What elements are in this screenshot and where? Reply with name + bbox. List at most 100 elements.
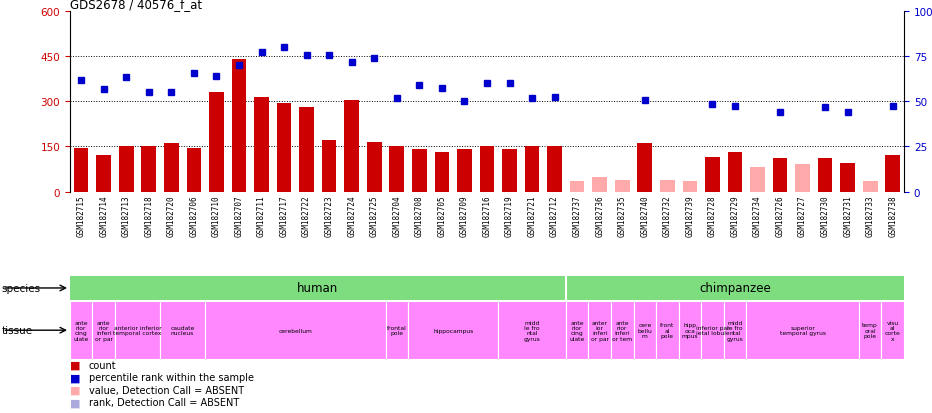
Bar bbox=[386, 301, 408, 359]
Text: midd
le fro
ntal
gyrus: midd le fro ntal gyrus bbox=[524, 320, 541, 341]
Text: GSM182711: GSM182711 bbox=[257, 195, 266, 236]
Bar bbox=[408, 301, 499, 359]
Bar bbox=[682, 182, 697, 192]
Bar bbox=[882, 301, 904, 359]
Bar bbox=[96, 156, 111, 192]
Text: tissue: tissue bbox=[2, 325, 33, 335]
Bar bbox=[656, 301, 678, 359]
Bar bbox=[299, 108, 314, 192]
Text: GSM182713: GSM182713 bbox=[122, 195, 130, 236]
Text: cere
bellu
m: cere bellu m bbox=[637, 323, 652, 338]
Bar bbox=[142, 147, 157, 192]
Text: GSM182712: GSM182712 bbox=[550, 195, 559, 236]
Text: species: species bbox=[2, 283, 41, 293]
Bar bbox=[863, 182, 878, 192]
Text: GSM182705: GSM182705 bbox=[437, 195, 446, 236]
Bar bbox=[74, 149, 89, 192]
Text: GSM182734: GSM182734 bbox=[753, 195, 762, 236]
Text: hipp
oca
mpus: hipp oca mpus bbox=[681, 323, 698, 338]
Text: GSM182725: GSM182725 bbox=[370, 195, 378, 236]
Text: count: count bbox=[89, 360, 116, 370]
Text: GSM182727: GSM182727 bbox=[798, 195, 807, 236]
Bar bbox=[593, 177, 607, 192]
Text: GSM182721: GSM182721 bbox=[528, 195, 537, 236]
Text: GSM182709: GSM182709 bbox=[459, 195, 469, 236]
Bar bbox=[611, 301, 634, 359]
Bar bbox=[499, 301, 566, 359]
Text: ■: ■ bbox=[70, 385, 80, 395]
Text: GSM182706: GSM182706 bbox=[189, 195, 199, 236]
Text: GSM182708: GSM182708 bbox=[415, 195, 424, 236]
Bar bbox=[566, 276, 904, 301]
Bar bbox=[390, 147, 404, 192]
Bar bbox=[637, 144, 652, 192]
Bar bbox=[566, 301, 588, 359]
Bar bbox=[634, 301, 656, 359]
Text: visu
al
corte
x: visu al corte x bbox=[884, 320, 900, 341]
Text: ante
rior
inferi
or tem: ante rior inferi or tem bbox=[612, 320, 632, 341]
Text: GSM182720: GSM182720 bbox=[167, 195, 176, 236]
Text: inferior par
ietal lobule: inferior par ietal lobule bbox=[695, 325, 729, 336]
Text: GSM182733: GSM182733 bbox=[866, 195, 875, 236]
Text: GSM182736: GSM182736 bbox=[596, 195, 604, 236]
Text: GSM182724: GSM182724 bbox=[348, 195, 356, 236]
Text: GSM182714: GSM182714 bbox=[99, 195, 108, 236]
Bar bbox=[434, 153, 449, 192]
Text: value, Detection Call = ABSENT: value, Detection Call = ABSENT bbox=[89, 385, 243, 395]
Bar bbox=[92, 301, 115, 359]
Bar bbox=[164, 144, 179, 192]
Text: GSM182731: GSM182731 bbox=[843, 195, 852, 236]
Text: GSM182732: GSM182732 bbox=[663, 195, 672, 236]
Text: ■: ■ bbox=[70, 397, 80, 407]
Bar bbox=[885, 156, 900, 192]
Bar bbox=[615, 180, 629, 192]
Bar bbox=[525, 147, 540, 192]
Text: GSM182729: GSM182729 bbox=[731, 195, 739, 236]
Text: GSM182707: GSM182707 bbox=[235, 195, 243, 236]
Text: human: human bbox=[297, 282, 338, 295]
Text: GSM182715: GSM182715 bbox=[76, 195, 86, 236]
Bar bbox=[322, 141, 336, 192]
Text: GSM182739: GSM182739 bbox=[685, 195, 694, 236]
Text: GSM182718: GSM182718 bbox=[144, 195, 153, 236]
Bar bbox=[747, 301, 859, 359]
Bar bbox=[859, 301, 882, 359]
Bar bbox=[232, 60, 246, 192]
Text: front
al
pole: front al pole bbox=[660, 323, 675, 338]
Text: temp
oral
pole: temp oral pole bbox=[862, 323, 878, 338]
Bar bbox=[750, 168, 765, 192]
Bar bbox=[660, 180, 675, 192]
Bar bbox=[70, 276, 566, 301]
Text: GSM182728: GSM182728 bbox=[708, 195, 717, 236]
Text: ■: ■ bbox=[70, 373, 80, 382]
Bar bbox=[480, 147, 494, 192]
Text: GSM182735: GSM182735 bbox=[618, 195, 626, 236]
Bar bbox=[547, 147, 562, 192]
Text: GSM182710: GSM182710 bbox=[212, 195, 221, 236]
Bar bbox=[773, 159, 788, 192]
Bar bbox=[367, 142, 381, 192]
Bar bbox=[254, 98, 268, 192]
Text: GSM182722: GSM182722 bbox=[302, 195, 311, 236]
Text: GSM182740: GSM182740 bbox=[640, 195, 650, 236]
Bar bbox=[70, 301, 92, 359]
Bar bbox=[115, 301, 160, 359]
Bar bbox=[412, 150, 427, 192]
Bar bbox=[678, 301, 701, 359]
Bar bbox=[186, 149, 201, 192]
Text: ■: ■ bbox=[70, 360, 80, 370]
Bar bbox=[569, 182, 584, 192]
Text: percentile rank within the sample: percentile rank within the sample bbox=[89, 373, 254, 382]
Bar bbox=[817, 159, 832, 192]
Bar bbox=[277, 104, 292, 192]
Text: ante
rior
cing
ulate: ante rior cing ulate bbox=[74, 320, 89, 341]
Text: caudate
nucleus: caudate nucleus bbox=[171, 325, 195, 336]
Text: ante
rior
cing
ulate: ante rior cing ulate bbox=[569, 320, 584, 341]
Text: GSM182726: GSM182726 bbox=[775, 195, 785, 236]
Text: midd
le fro
ntal
gyrus: midd le fro ntal gyrus bbox=[727, 320, 744, 341]
Bar bbox=[795, 165, 810, 192]
Text: GSM182719: GSM182719 bbox=[505, 195, 514, 236]
Bar bbox=[588, 301, 611, 359]
Bar bbox=[345, 101, 359, 192]
Text: anter
ior
inferi
or par: anter ior inferi or par bbox=[591, 320, 609, 341]
